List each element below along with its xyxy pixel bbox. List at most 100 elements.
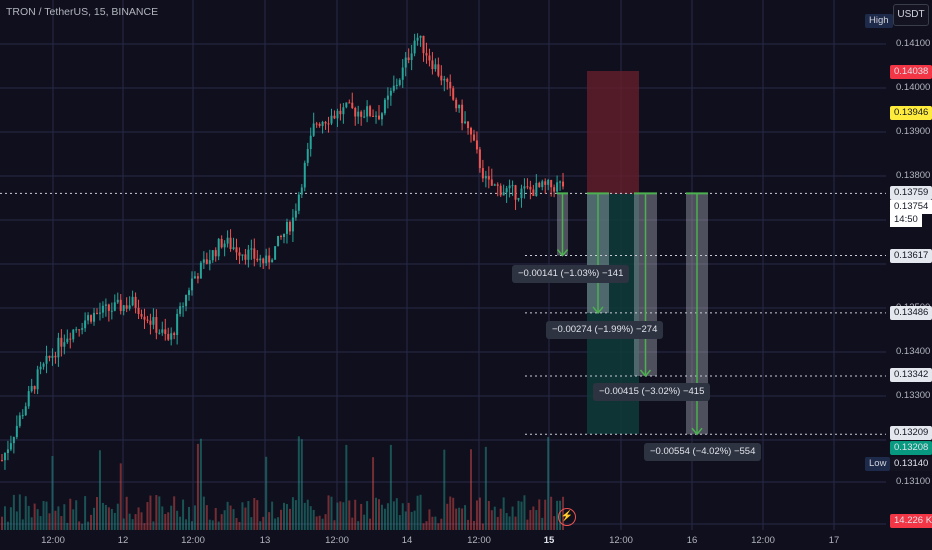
price-axis-label: 0.13900 bbox=[896, 126, 931, 137]
candle-body bbox=[271, 259, 274, 263]
volume-bar bbox=[425, 521, 428, 530]
volume-bar bbox=[437, 523, 440, 530]
candle-body bbox=[158, 332, 161, 334]
candle-body bbox=[377, 115, 380, 120]
candle-body bbox=[398, 79, 401, 85]
candle-body bbox=[131, 296, 134, 306]
volume-bar bbox=[143, 523, 146, 530]
candle-body bbox=[532, 189, 535, 196]
volume-bar bbox=[119, 463, 122, 530]
candle-body bbox=[484, 176, 487, 179]
measure-arrowhead bbox=[639, 369, 652, 378]
candle-body bbox=[101, 305, 104, 313]
candle-body bbox=[176, 313, 179, 336]
candle-body bbox=[211, 250, 214, 261]
volume-bar bbox=[190, 521, 193, 530]
volume-bar bbox=[199, 438, 202, 530]
candle-body bbox=[280, 235, 283, 238]
volume-bar bbox=[277, 517, 280, 530]
candle-body bbox=[66, 338, 69, 343]
volume-bar bbox=[523, 495, 526, 530]
level2-price-tag: 0.13486 bbox=[890, 306, 932, 320]
candle-body bbox=[461, 104, 464, 124]
candle-body bbox=[161, 329, 164, 333]
volume-bar bbox=[440, 518, 443, 530]
volume-bar bbox=[256, 500, 259, 530]
candle-body bbox=[57, 337, 60, 358]
price-axis-label: 0.14100 bbox=[896, 38, 931, 49]
candle-body bbox=[262, 258, 265, 264]
candle-body bbox=[265, 255, 268, 264]
candle-body bbox=[226, 237, 229, 244]
volume-bar bbox=[98, 450, 101, 530]
candle-body bbox=[253, 248, 256, 259]
candle-body bbox=[553, 187, 556, 192]
candle-body bbox=[143, 316, 146, 320]
volume-bar bbox=[360, 503, 363, 530]
lightning-icon[interactable]: ⚡ bbox=[558, 508, 576, 526]
candle-body bbox=[185, 295, 188, 307]
volume-bar bbox=[398, 515, 401, 530]
volume-bar bbox=[193, 505, 196, 530]
volume-bar bbox=[363, 514, 366, 530]
volume-bar bbox=[422, 523, 425, 530]
candle-body bbox=[321, 121, 324, 126]
volume-bar bbox=[152, 521, 155, 530]
candle-body bbox=[152, 317, 155, 325]
volume-bar bbox=[520, 501, 523, 530]
candle-body bbox=[78, 329, 81, 331]
measurement-label[interactable]: −0.00274 (−1.99%) −274 bbox=[546, 321, 664, 339]
candle-body bbox=[375, 115, 378, 117]
high-badge: High bbox=[865, 14, 893, 28]
candle-body bbox=[556, 182, 559, 192]
volume-bar bbox=[229, 505, 232, 530]
candle-body bbox=[217, 238, 220, 257]
volume-bar bbox=[167, 512, 170, 530]
volume-bar bbox=[502, 497, 505, 530]
time-axis-label: 12:00 bbox=[181, 535, 205, 546]
volume-bar bbox=[6, 521, 9, 530]
measurement-label[interactable]: −0.00141 (−1.03%) −141 bbox=[512, 265, 630, 283]
volume-bar bbox=[404, 511, 407, 530]
measurement-label[interactable]: −0.00554 (−4.02%) −554 bbox=[644, 443, 762, 461]
time-axis-label: 12:00 bbox=[467, 535, 491, 546]
candle-body bbox=[511, 185, 514, 187]
candle-body bbox=[63, 342, 66, 347]
volume-bar bbox=[386, 503, 389, 530]
currency-button[interactable]: USDT bbox=[893, 4, 929, 26]
volume-bar bbox=[449, 496, 452, 530]
volume-bar bbox=[321, 518, 324, 530]
candle-body bbox=[164, 329, 167, 334]
candle-body bbox=[81, 328, 84, 330]
volume-bar bbox=[327, 495, 330, 530]
candle-body bbox=[372, 115, 375, 117]
volume-bar bbox=[250, 517, 253, 530]
candle-body bbox=[110, 310, 113, 312]
volume-bar bbox=[15, 511, 18, 530]
volume-bar bbox=[110, 508, 113, 530]
time-axis-label: 14 bbox=[401, 535, 413, 546]
candle-body bbox=[428, 55, 431, 61]
candle-body bbox=[170, 333, 173, 340]
volume-bar bbox=[81, 523, 84, 530]
measurement-label[interactable]: −0.00415 (−3.02%) −415 bbox=[593, 383, 711, 401]
candle-body bbox=[324, 121, 327, 124]
volume-bar bbox=[401, 503, 404, 530]
volume-bar bbox=[202, 496, 205, 530]
price-axis-label: 0.13100 bbox=[896, 476, 931, 487]
volume-bar bbox=[39, 516, 42, 530]
candle-body bbox=[149, 320, 152, 325]
volume-bar bbox=[280, 509, 283, 530]
candle-body bbox=[229, 237, 232, 250]
volume-bar bbox=[339, 501, 342, 530]
candle-body bbox=[45, 355, 48, 364]
candle-body bbox=[526, 186, 529, 188]
volume-bar bbox=[392, 501, 395, 530]
level4-price-tag: 0.13209 bbox=[890, 426, 932, 440]
candle-body bbox=[446, 78, 449, 82]
candle-body bbox=[27, 391, 30, 407]
candle-body bbox=[535, 182, 538, 196]
volume-bar bbox=[342, 502, 345, 530]
